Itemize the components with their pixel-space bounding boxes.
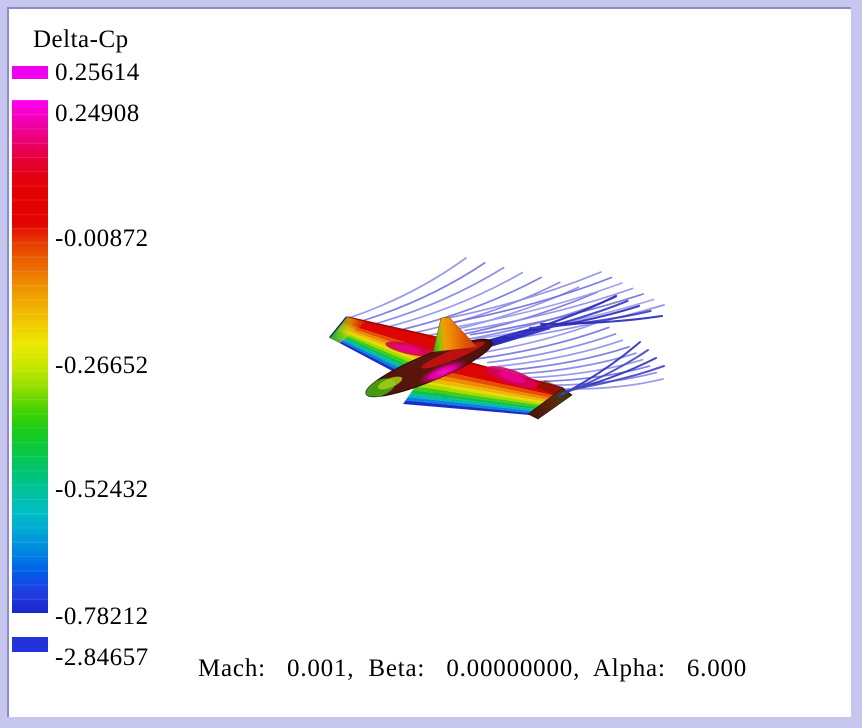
wake-line bbox=[386, 271, 524, 328]
tick-label: -0.52432 bbox=[55, 476, 149, 503]
tick-label: -0.00872 bbox=[55, 225, 149, 252]
wake-line bbox=[412, 281, 561, 334]
wake-line bbox=[348, 257, 467, 319]
wake-line bbox=[518, 352, 637, 375]
tick-label: -0.26652 bbox=[55, 352, 149, 379]
wake-line bbox=[361, 262, 486, 322]
window-frame-left bbox=[0, 0, 7, 728]
wake-line bbox=[497, 339, 624, 368]
wake-line bbox=[469, 293, 644, 336]
fuselage-magenta-patch bbox=[417, 359, 469, 385]
wing-band bbox=[415, 383, 544, 406]
vertical-tail-fin bbox=[432, 316, 478, 353]
right-wing-high-cp-core bbox=[498, 371, 526, 383]
window-frame-top bbox=[0, 0, 862, 7]
colorbar bbox=[12, 100, 48, 613]
window-bevel-top bbox=[7, 7, 851, 9]
flow-conditions-text: Mach: 0.001, Beta: 0.00000000, Alpha: 6.… bbox=[198, 655, 748, 682]
wing-band bbox=[405, 397, 535, 414]
left-wing-high-cp-core bbox=[395, 344, 421, 354]
wing-band bbox=[422, 372, 551, 401]
wake-line-dark bbox=[567, 365, 665, 391]
scale-top-label: 0.24908 bbox=[55, 100, 140, 127]
wake-line bbox=[539, 365, 651, 383]
wake-lines-dark bbox=[495, 294, 665, 397]
wing-band bbox=[419, 376, 549, 403]
clip-min-swatch bbox=[12, 637, 48, 652]
wing-band bbox=[407, 393, 537, 412]
wake-line bbox=[464, 287, 634, 332]
clip-min-label: -2.84657 bbox=[55, 644, 149, 671]
clip-max-label: 0.25614 bbox=[55, 59, 140, 86]
wing-band bbox=[412, 386, 542, 408]
wing-band bbox=[425, 368, 554, 398]
clip-max-swatch bbox=[12, 66, 48, 79]
window-frame-right bbox=[851, 0, 862, 728]
fuselage bbox=[364, 338, 493, 398]
wake-line bbox=[507, 345, 630, 371]
wake-line bbox=[458, 282, 623, 328]
window-bevel-left bbox=[7, 7, 9, 717]
wing-band bbox=[417, 380, 546, 404]
wake-line-dark bbox=[517, 304, 641, 334]
wake-line-dark bbox=[506, 299, 629, 338]
wake-line-dark bbox=[528, 309, 652, 330]
wake-line bbox=[487, 333, 617, 364]
wing-band bbox=[410, 390, 540, 410]
wake-line bbox=[528, 358, 644, 379]
wing-band bbox=[403, 400, 533, 415]
tick-label: -0.78212 bbox=[55, 603, 149, 630]
wake-line bbox=[447, 271, 602, 319]
wake-line bbox=[476, 326, 610, 360]
left-wingtip-shading bbox=[330, 317, 366, 343]
wing-band bbox=[342, 317, 462, 359]
wake-line-dark bbox=[539, 314, 664, 326]
wake-line bbox=[452, 276, 613, 324]
fuselage-red-streak bbox=[421, 341, 485, 369]
wake-line bbox=[373, 266, 505, 325]
right-wingtip-shading bbox=[536, 380, 563, 395]
legend-title: Delta-Cp bbox=[33, 26, 129, 53]
window-frame-bottom bbox=[0, 717, 862, 728]
nose-yellow-shading bbox=[377, 376, 403, 390]
wake-line bbox=[399, 276, 542, 331]
